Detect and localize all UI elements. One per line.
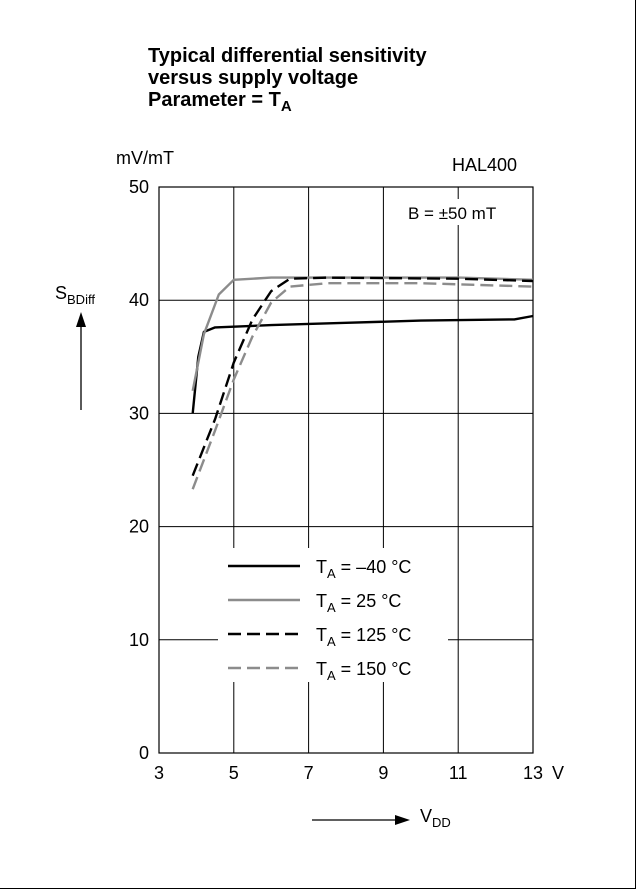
axes (158, 186, 534, 754)
parameter-label: Parameter = T (148, 89, 281, 111)
y-tick-label: 0 (139, 743, 149, 763)
chart-title-line-1: Typical differential sensitivity (148, 45, 427, 67)
chart-title-line-2: versus supply voltage (148, 67, 359, 89)
x-tick-label: 9 (378, 763, 388, 783)
legend-label-1: TA = –40 °C (316, 557, 411, 581)
chart-parameter-line: Parameter = TA (148, 89, 292, 118)
y-tick-label: 40 (129, 290, 149, 310)
y-arrow-head (76, 312, 86, 327)
legend-background (218, 548, 448, 682)
tick-labels: 3 5 7 9 11 13 V 0 10 20 30 40 50 (129, 177, 564, 783)
series-line-2 (191, 276, 534, 392)
x-tick-label: 13 (523, 763, 543, 783)
condition-label: B = ±50 mT (408, 204, 496, 223)
x-axis-subscript: DD (432, 815, 451, 830)
axis-arrows (76, 312, 410, 825)
series-line-1 (191, 314, 534, 414)
series-lines (191, 276, 534, 490)
y-axis-symbol: S (55, 283, 68, 303)
device-label: HAL400 (452, 155, 518, 175)
x-unit-label: V (552, 763, 564, 783)
y-tick-label: 10 (129, 630, 149, 650)
x-tick-label: 11 (449, 763, 468, 783)
legend-label-3: TA = 125 °C (316, 625, 411, 649)
y-tick-label: 30 (129, 403, 149, 423)
x-axis-label: VDD (420, 806, 451, 830)
x-tick-label: 5 (229, 763, 239, 783)
x-tick-label: 3 (154, 763, 164, 783)
condition-box (398, 199, 526, 225)
plot-border (158, 186, 534, 754)
x-tick-label: 7 (304, 763, 314, 783)
y-axis-label: SBDiff (55, 283, 95, 307)
x-arrow-head (395, 815, 410, 825)
y-axis-subscript: BDiff (67, 292, 95, 307)
legend-label-2: TA = 25 °C (316, 591, 401, 615)
legend-label-4: TA = 150 °C (316, 659, 411, 683)
x-axis-symbol: V (420, 806, 433, 826)
y-unit-label: mV/mT (116, 148, 174, 168)
legend: B = ±50 mT TA = –40 °C TA = 25 °C TA = 125 … (218, 199, 526, 683)
parameter-subscript: A (280, 98, 292, 115)
y-tick-label: 50 (129, 177, 149, 197)
y-tick-label: 20 (129, 517, 149, 537)
series-line-3 (191, 276, 534, 477)
series-line-4 (191, 282, 534, 490)
